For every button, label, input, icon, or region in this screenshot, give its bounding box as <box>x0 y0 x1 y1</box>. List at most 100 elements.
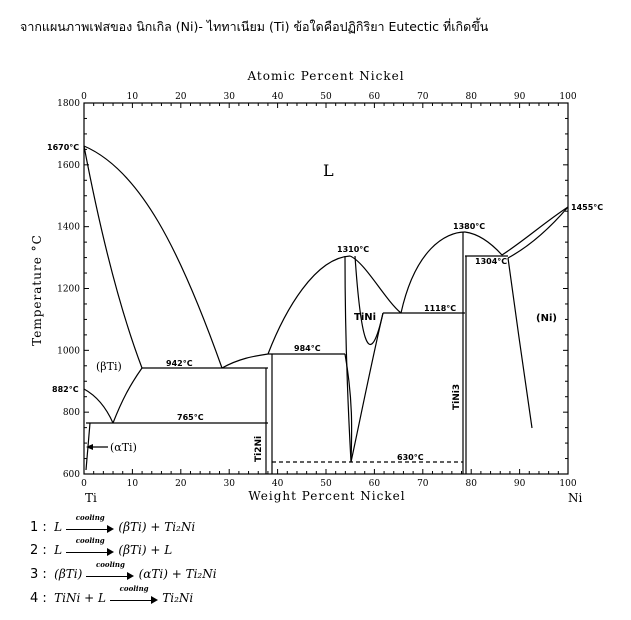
bottom-tick-label: 80 <box>465 479 477 489</box>
label-1670: 1670°C <box>47 143 79 152</box>
ni-solidus <box>507 206 569 259</box>
label-ni-phase: (Ni) <box>536 313 557 324</box>
top-tick-label: 90 <box>514 92 526 102</box>
y-tick-label: 1800 <box>57 99 80 109</box>
option-number: 3 : <box>30 567 47 582</box>
invariant-lines <box>86 232 508 474</box>
y-axis-title: Temperature °C <box>30 234 44 346</box>
label-ti2ni: Ti2Ni <box>254 436 264 462</box>
reaction-arrow: cooling <box>110 584 159 605</box>
top-tick-label: 70 <box>417 92 429 102</box>
product: (βTi) + Ti₂Ni <box>118 520 196 534</box>
top-tick-label: 30 <box>223 92 235 102</box>
option-4[interactable]: 4 : TiNi + L cooling Ti₂Ni <box>30 584 194 607</box>
bottom-tick-label: 50 <box>320 479 332 489</box>
left-element-label: Ti <box>85 491 97 505</box>
label-1380: 1380°C <box>453 222 485 231</box>
label-942: 942°C <box>166 359 193 368</box>
bottom-tick-label: 90 <box>514 479 526 489</box>
y-tick-label: 1600 <box>57 161 80 171</box>
bottom-tick-label: 60 <box>369 479 381 489</box>
reaction-arrow: cooling <box>66 513 115 534</box>
y-axis-ticks: 600 800 1000 1200 1400 1600 1800 <box>57 99 568 480</box>
question-text: จากแผนภาพเฟสของ นิกเกิล (Ni)- ไททาเนียม … <box>20 19 489 34</box>
label-630: 630°C <box>397 453 424 462</box>
top-axis-ticks: 0 10 20 30 40 50 60 70 80 90 100 <box>81 92 577 108</box>
top-tick-label: 20 <box>175 92 187 102</box>
right-element-label: Ni <box>568 491 583 505</box>
option-1[interactable]: 1 : L cooling (βTi) + Ti₂Ni <box>30 513 196 536</box>
arrow-label: cooling <box>95 559 125 569</box>
phase-boundaries <box>83 145 569 471</box>
y-tick-label: 1400 <box>57 223 80 233</box>
bottom-axis-ticks: 0 10 20 30 40 50 60 70 80 90 100 <box>81 469 577 489</box>
bottom-tick-label: 30 <box>223 479 235 489</box>
tini3-left-liquidus <box>400 231 466 314</box>
label-984: 984°C <box>294 344 321 353</box>
option-number: 2 : <box>30 543 47 558</box>
label-882: 882°C <box>52 385 79 394</box>
label-1455: 1455°C <box>571 203 603 212</box>
reactant: TiNi + L <box>54 591 106 605</box>
reactant: L <box>54 543 63 557</box>
bottom-tick-label: 70 <box>417 479 429 489</box>
reaction-arrow: cooling <box>86 560 135 581</box>
arrow-label: cooling <box>75 535 105 545</box>
tini-left-liquidus <box>267 255 351 355</box>
y-tick-label: 1200 <box>57 285 80 295</box>
product: (βTi) + L <box>118 543 173 557</box>
bottom-tick-label: 100 <box>559 479 576 489</box>
arrow-label: cooling <box>75 512 105 522</box>
option-number: 1 : <box>30 520 47 535</box>
label-1118: 1118°C <box>424 304 456 313</box>
beta-ti-liquidus <box>83 145 223 369</box>
bottom-tick-label: 20 <box>175 479 187 489</box>
y-tick-label: 800 <box>63 408 80 418</box>
top-tick-label: 0 <box>81 92 87 102</box>
tini3-right-liquidus <box>464 231 503 256</box>
top-tick-label: 10 <box>127 92 139 102</box>
tini-lower-left <box>344 353 353 463</box>
top-tick-label: 50 <box>320 92 332 102</box>
top-tick-label: 80 <box>465 92 477 102</box>
reactant: (βTi) <box>54 567 83 581</box>
y-tick-label: 1000 <box>57 346 80 356</box>
top-axis-title: Atomic Percent Nickel <box>246 69 404 83</box>
label-alpha-ti: (αTi) <box>110 441 137 454</box>
reactant: L <box>54 520 63 534</box>
label-1310: 1310°C <box>337 245 369 254</box>
y-tick-label: 600 <box>63 470 80 480</box>
bottom-tick-label: 40 <box>272 479 284 489</box>
ti2ni-liquidus <box>221 353 269 369</box>
alpha-beta-boundary <box>83 388 114 424</box>
beta-ti-transus <box>112 367 143 424</box>
label-1304: 1304°C <box>475 257 507 266</box>
top-tick-label: 60 <box>369 92 381 102</box>
ti-ni-phase-diagram: Atomic Percent Nickel Weight Percent Nic… <box>30 69 603 505</box>
bottom-axis-title: Weight Percent Nickel <box>248 489 405 503</box>
label-765: 765°C <box>177 413 204 422</box>
label-tini3: TiNi3 <box>452 384 462 410</box>
label-tini: TiNi <box>354 312 376 323</box>
bottom-tick-label: 0 <box>81 479 87 489</box>
ni-liquidus <box>501 206 569 256</box>
option-number: 4 : <box>30 591 47 606</box>
plot-frame <box>83 102 569 475</box>
alpha-ti-arrow-head <box>86 444 93 450</box>
option-3[interactable]: 3 : (βTi) cooling (αTi) + Ti₂Ni <box>30 560 217 583</box>
tini-right-liquidus <box>349 255 402 314</box>
product: Ti₂Ni <box>162 591 194 605</box>
reaction-arrow: cooling <box>66 536 115 557</box>
tini-right-solidus <box>354 255 384 345</box>
top-tick-label: 100 <box>559 92 576 102</box>
arrow-label: cooling <box>119 583 149 593</box>
beta-ti-solidus <box>83 145 143 369</box>
bottom-tick-label: 10 <box>127 479 139 489</box>
tini-lower-right <box>350 312 384 463</box>
product: (αTi) + Ti₂Ni <box>138 567 217 581</box>
label-beta-ti: (βTi) <box>96 360 122 373</box>
ni-solvus <box>507 257 533 429</box>
top-tick-label: 40 <box>272 92 284 102</box>
option-2[interactable]: 2 : L cooling (βTi) + L <box>30 536 173 559</box>
label-liquid: L <box>323 161 334 180</box>
